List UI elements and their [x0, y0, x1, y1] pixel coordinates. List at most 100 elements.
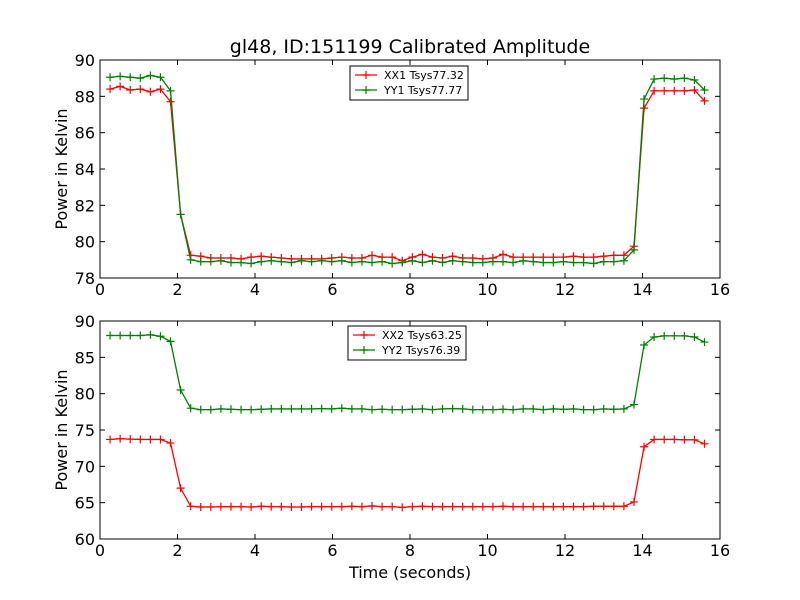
data-point [156, 85, 165, 94]
data-point [398, 258, 407, 267]
data-point [468, 405, 477, 414]
data-point [509, 502, 518, 511]
data-point [378, 257, 387, 266]
data-point [166, 97, 175, 106]
data-point [660, 435, 669, 444]
y-tick-label: 82 [75, 196, 95, 215]
data-point [660, 331, 669, 340]
data-point [136, 74, 145, 83]
x-tick-label: 14 [632, 280, 652, 299]
data-point [337, 256, 346, 265]
chart-1: 0 2 4 6 8 10 12 14 16 78 80 82 84 86 88 90 Power in Kelv… [52, 51, 730, 299]
data-point [166, 86, 175, 95]
data-point [146, 435, 155, 444]
x-tick-label: 10 [477, 541, 497, 560]
data-point [559, 257, 568, 266]
data-point [619, 502, 628, 511]
data-point [650, 435, 659, 444]
data-point [247, 405, 256, 414]
y-tick-label: 75 [75, 421, 95, 440]
data-point [337, 404, 346, 413]
data-point [116, 72, 125, 81]
data-point [206, 257, 215, 266]
data-point [136, 331, 145, 340]
x-tick-label: 6 [327, 541, 337, 560]
data-point [357, 404, 366, 413]
data-point [186, 255, 195, 264]
data-point [700, 96, 709, 105]
data-point [418, 502, 427, 511]
data-point [297, 503, 306, 512]
data-point [438, 404, 447, 413]
x-tick-label: 0 [95, 541, 105, 560]
y-tick-label: 70 [75, 457, 95, 476]
legend-marker [362, 71, 370, 79]
data-point [529, 404, 538, 413]
data-point [287, 404, 296, 413]
data-point [176, 484, 185, 493]
data-point [670, 75, 679, 84]
data-point [569, 404, 578, 413]
data-point [327, 257, 336, 266]
data-point [609, 257, 618, 266]
data-point [549, 404, 558, 413]
data-point [126, 331, 135, 340]
chart-2: 0 2 4 6 8 10 12 14 16 60 65 70 75 80 85 90 Power in Kelv… [52, 312, 730, 560]
data-point [448, 404, 457, 413]
data-point [609, 502, 618, 511]
data-point [106, 331, 115, 340]
data-point [549, 502, 558, 511]
data-point [488, 502, 497, 511]
data-point [267, 256, 276, 265]
data-point [126, 73, 135, 82]
y-tick-label: 85 [75, 348, 95, 367]
data-point [277, 257, 286, 266]
data-point [176, 210, 185, 219]
data-point [680, 74, 689, 83]
y-tick-label: 84 [75, 160, 95, 179]
data-point [388, 259, 397, 268]
x-tick-label: 2 [172, 280, 182, 299]
data-point [458, 257, 467, 266]
data-point [307, 257, 316, 266]
data-point [317, 256, 326, 265]
data-point [398, 503, 407, 512]
data-point [599, 257, 608, 266]
data-point [378, 405, 387, 414]
data-point [599, 502, 608, 511]
data-point [499, 250, 507, 259]
data-point [690, 85, 699, 94]
data-point [519, 404, 528, 413]
legend-marker [360, 346, 368, 354]
data-point [509, 258, 518, 267]
data-point [640, 340, 649, 349]
data-point [660, 74, 669, 83]
data-point [650, 75, 659, 84]
data-point [297, 404, 306, 413]
data-point [579, 502, 588, 511]
y-tick-label: 80 [75, 233, 95, 252]
data-point [418, 250, 427, 259]
data-point [650, 332, 659, 341]
data-point [458, 404, 467, 413]
y-axis-label: Power in Kelvin [52, 108, 71, 229]
data-point [559, 405, 568, 414]
data-point [640, 442, 649, 451]
x-tick-label: 6 [327, 280, 337, 299]
data-point [700, 338, 709, 347]
data-point [629, 400, 638, 409]
figure-title: gl48, ID:151199 Calibrated Amplitude [230, 36, 590, 58]
data-point [327, 404, 336, 413]
legend: XX1 Tsys77.32 YY1 Tsys77.77 [349, 65, 469, 101]
data-point [347, 404, 356, 413]
data-point [368, 405, 377, 414]
x-tick-label: 8 [405, 541, 415, 560]
data-point [216, 502, 225, 511]
data-point [307, 502, 316, 511]
data-point [589, 259, 598, 268]
data-point [357, 257, 366, 266]
data-point [257, 257, 266, 266]
data-point [559, 502, 568, 511]
data-point [398, 405, 407, 414]
